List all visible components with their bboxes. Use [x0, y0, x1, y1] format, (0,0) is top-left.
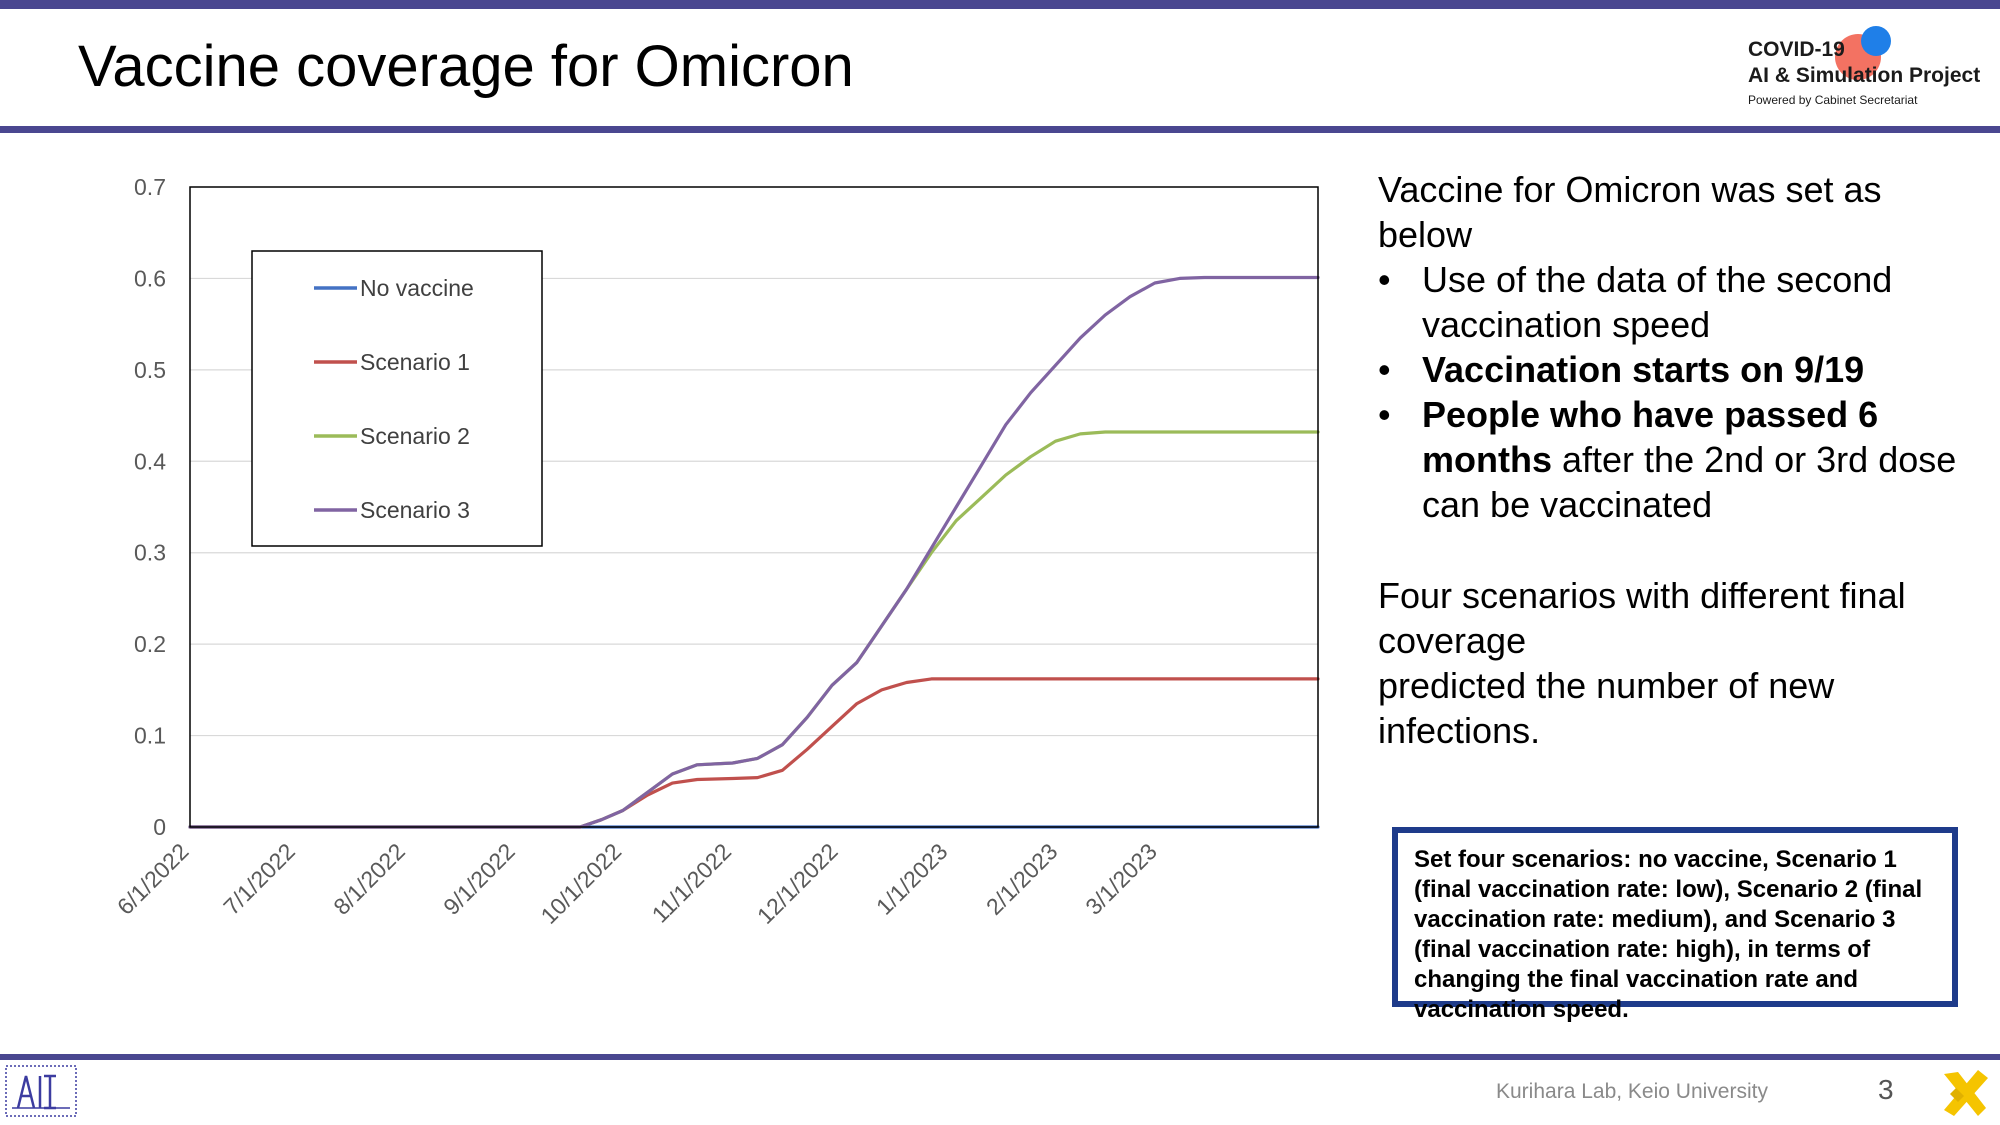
legend-label: No vaccine	[360, 275, 474, 301]
page-title: Vaccine coverage for Omicron	[78, 34, 854, 99]
x-tick-label: 12/1/2022	[752, 838, 843, 929]
bullet-3-rest: after the 2nd or 3rd dose	[1552, 439, 1957, 480]
x-tick-label: 2/1/2023	[981, 838, 1063, 920]
x-tick-label: 8/1/2022	[328, 838, 410, 920]
bullet-3-line-2: months after the 2nd or 3rd dose	[1422, 437, 1992, 482]
logo-line-3: Powered by Cabinet Secretariat	[1748, 93, 1918, 107]
para-line-2: coverage	[1378, 620, 1527, 661]
intro-line-2: below	[1378, 214, 1473, 255]
y-tick-label: 0.3	[134, 540, 166, 566]
bullet-3-line-1: People who have passed 6	[1422, 394, 1879, 435]
project-logo: COVID-19 AI & Simulation Project Powered…	[1745, 26, 1985, 116]
title-divider	[0, 126, 2000, 133]
logo-line-1: COVID-19	[1748, 38, 1845, 61]
para-line-4: infections.	[1378, 710, 1541, 751]
x-tick-label: 7/1/2022	[218, 838, 300, 920]
vaccine-coverage-chart: 0 0.1 0.2 0.3 0.4 0.5 0.6 0.7 6/1/2022 7/1/2022 8/…	[112, 174, 1320, 929]
series-line-scenario-3	[188, 275, 1320, 829]
legend-label: Scenario 3	[360, 497, 470, 523]
bullet-dot-2: •	[1378, 349, 1391, 390]
x-tick-label: 10/1/2022	[536, 838, 627, 929]
x-logo-icon	[1944, 1070, 1988, 1116]
legend-label: Scenario 1	[360, 349, 470, 375]
x-tick-label: 1/1/2023	[871, 838, 953, 920]
y-tick-label: 0.7	[134, 174, 166, 200]
bullet-1-line-1: Use of the data of the second	[1422, 259, 1893, 300]
y-tick-label: 0.2	[134, 631, 166, 657]
scenario-note-box: Set four scenarios: no vaccine, Scenario…	[1392, 827, 1958, 1023]
x-tick-label: 11/1/2022	[647, 838, 737, 928]
bullet-3-bold-months: months	[1422, 439, 1552, 480]
y-tick-label: 0.5	[134, 357, 166, 383]
y-tick-label: 0.6	[134, 265, 166, 291]
top-accent-bar	[0, 0, 2000, 9]
bullet-dot-3: •	[1378, 394, 1391, 435]
lab-logo-icon	[5, 1065, 77, 1117]
plot-border	[189, 186, 1319, 828]
bullet-1-line-2: vaccination speed	[1422, 304, 1711, 345]
bullet-3-line-3: can be vaccinated	[1422, 484, 1713, 525]
legend-label: Scenario 2	[360, 423, 470, 449]
series-line-scenario-1	[188, 677, 1320, 829]
x-tick-label: 3/1/2023	[1080, 838, 1162, 920]
para-line-1: Four scenarios with different final	[1378, 575, 1906, 616]
legend-box	[251, 250, 543, 547]
para-line-3: predicted the number of new	[1378, 665, 1835, 706]
y-tick-label: 0	[153, 814, 166, 840]
footer-credit: Kurihara Lab, Keio University	[1496, 1080, 1768, 1103]
intro-line-1: Vaccine for Omicron was set as	[1378, 169, 1882, 210]
bullet-dot-1: •	[1378, 259, 1391, 300]
logo-line-2: AI & Simulation Project	[1748, 64, 1981, 87]
bullet-2: Vaccination starts on 9/19	[1422, 349, 1865, 390]
logo-blue-dot	[1861, 26, 1891, 56]
y-tick-label: 0.1	[134, 723, 166, 749]
x-tick-label: 6/1/2022	[112, 838, 194, 920]
footer-divider	[0, 1054, 2000, 1060]
y-tick-label: 0.4	[134, 448, 166, 474]
page-number: 3	[1878, 1074, 1894, 1105]
x-tick-label: 9/1/2022	[438, 838, 520, 920]
